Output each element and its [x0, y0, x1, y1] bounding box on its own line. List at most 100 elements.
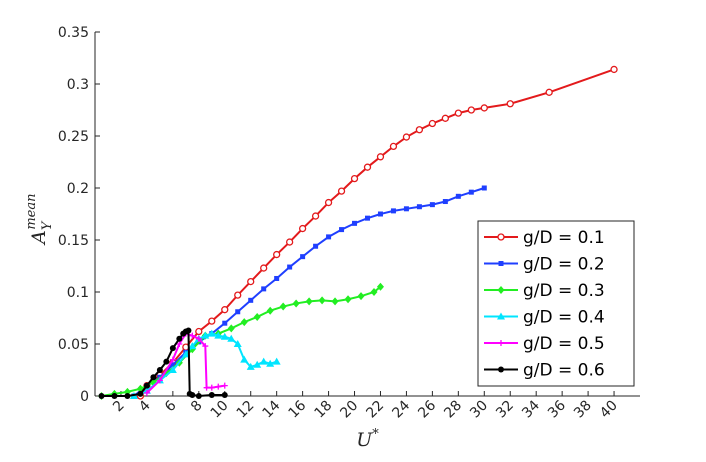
marker	[305, 297, 313, 306]
marker	[214, 331, 223, 339]
marker	[352, 220, 358, 226]
y-axis-label-sup: mean	[24, 194, 39, 230]
marker	[389, 142, 398, 151]
marker	[285, 238, 294, 246]
marker	[365, 215, 370, 221]
marker	[150, 374, 157, 381]
marker	[203, 384, 210, 391]
marker	[402, 133, 411, 141]
marker	[195, 327, 203, 336]
marker	[272, 357, 281, 365]
x-axis-label-sup: *	[372, 427, 379, 442]
marker	[208, 317, 216, 325]
y-axis-label: AYmean	[24, 194, 55, 246]
marker	[357, 292, 365, 301]
x-axis-label: U*	[356, 427, 379, 451]
y-tick-label: 0.15	[58, 233, 89, 249]
marker	[279, 302, 287, 311]
marker	[98, 393, 105, 399]
marker	[467, 106, 475, 114]
marker	[498, 261, 504, 266]
marker	[498, 340, 504, 346]
marker	[253, 360, 262, 368]
marker	[506, 100, 514, 108]
marker	[221, 391, 228, 398]
marker	[480, 104, 488, 112]
marker	[370, 288, 378, 296]
marker	[311, 212, 320, 220]
marker	[195, 393, 202, 399]
marker	[143, 389, 150, 396]
marker	[195, 335, 202, 342]
marker	[497, 286, 505, 294]
marker	[240, 355, 249, 363]
legend-label: g/D = 0.5	[523, 334, 605, 354]
marker	[441, 114, 450, 122]
marker	[222, 320, 228, 326]
marker	[220, 332, 229, 340]
legend-label: g/D = 0.3	[523, 281, 605, 301]
marker	[300, 254, 306, 260]
marker	[246, 362, 255, 370]
marker	[324, 198, 333, 207]
marker	[376, 282, 384, 291]
marker	[455, 193, 461, 199]
y-tick-label: 0.3	[67, 77, 89, 93]
marker	[234, 291, 242, 299]
marker	[259, 357, 268, 365]
marker	[287, 264, 293, 270]
marker	[202, 343, 209, 350]
marker	[233, 340, 242, 347]
marker	[208, 384, 215, 391]
y-tick-label: 0.25	[58, 129, 89, 145]
marker	[337, 187, 346, 195]
marker	[415, 126, 424, 134]
y-tick-label: 0	[80, 389, 89, 405]
marker	[207, 329, 216, 337]
marker	[498, 366, 504, 373]
marker	[403, 206, 409, 212]
marker	[188, 342, 197, 350]
marker	[227, 324, 235, 333]
marker	[298, 224, 307, 233]
marker	[429, 202, 435, 208]
marker	[376, 153, 385, 161]
marker	[318, 296, 326, 305]
marker	[168, 366, 177, 373]
marker	[454, 109, 462, 117]
marker	[185, 327, 192, 334]
marker	[442, 199, 448, 205]
legend-label: g/D = 0.4	[523, 308, 605, 328]
marker	[610, 65, 618, 74]
marker	[189, 332, 196, 339]
marker	[545, 88, 553, 96]
marker	[156, 377, 163, 384]
marker	[189, 391, 196, 398]
marker	[163, 358, 170, 365]
marker	[181, 350, 190, 358]
marker	[240, 318, 248, 327]
marker	[247, 277, 255, 286]
marker	[215, 383, 222, 390]
legend-box	[477, 220, 635, 387]
marker	[481, 185, 487, 191]
marker	[156, 367, 163, 373]
marker	[292, 299, 300, 308]
marker	[111, 393, 118, 399]
x-axis-label-base: U	[356, 429, 373, 451]
marker	[344, 295, 352, 304]
marker	[273, 250, 281, 259]
marker	[124, 393, 131, 399]
marker	[221, 306, 229, 314]
legend-label: g/D = 0.1	[523, 228, 605, 248]
marker	[176, 335, 183, 342]
marker	[266, 359, 275, 367]
y-tick-label: 0.35	[58, 25, 89, 41]
marker	[428, 119, 437, 128]
marker	[201, 331, 210, 339]
marker	[143, 382, 150, 389]
marker	[326, 234, 332, 240]
marker	[248, 297, 254, 303]
marker	[274, 275, 280, 281]
